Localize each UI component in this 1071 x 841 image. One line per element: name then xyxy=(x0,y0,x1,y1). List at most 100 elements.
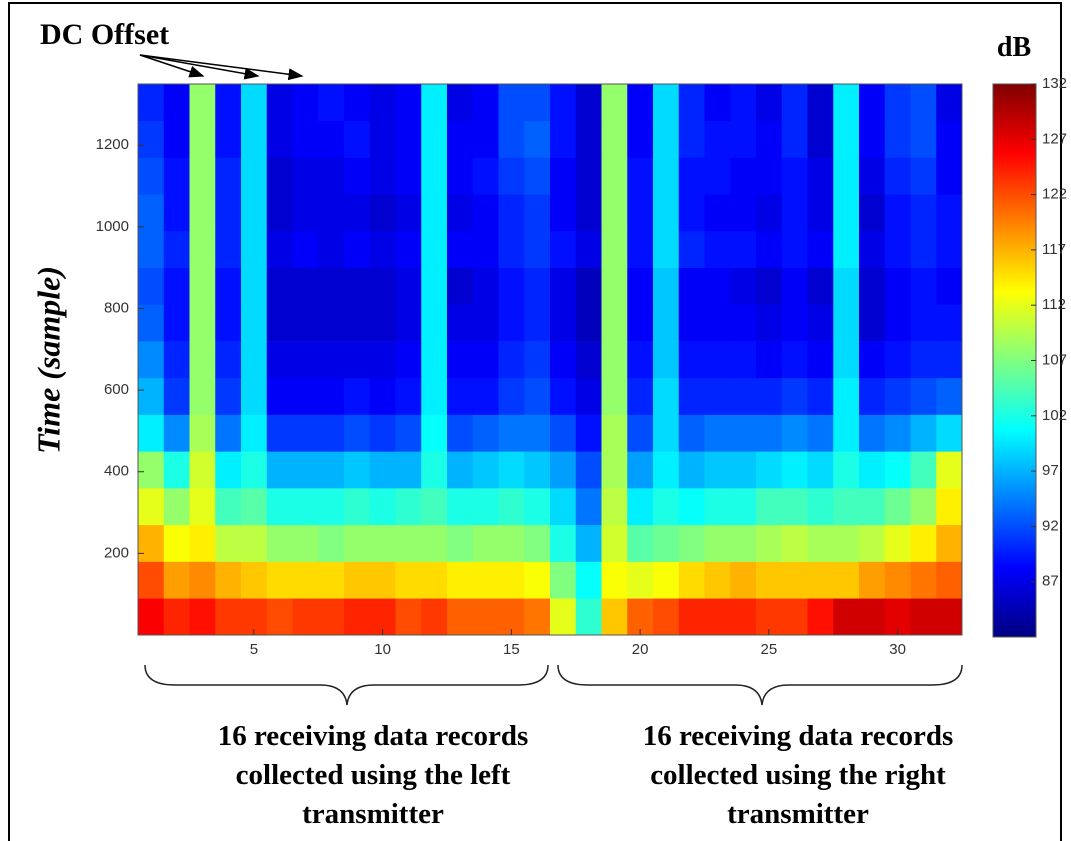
cell xyxy=(601,488,628,526)
cell xyxy=(395,341,422,379)
cell xyxy=(215,84,242,122)
cell xyxy=(756,524,783,562)
cell xyxy=(678,561,705,599)
cell xyxy=(730,488,757,526)
cell xyxy=(550,194,577,232)
cell xyxy=(859,451,886,489)
cell xyxy=(627,230,654,268)
cell xyxy=(575,157,602,195)
cell xyxy=(550,414,577,452)
cell xyxy=(241,488,268,526)
cell xyxy=(163,304,190,342)
cell xyxy=(756,230,783,268)
cell xyxy=(781,377,808,415)
cell xyxy=(138,84,165,122)
cell xyxy=(653,524,680,562)
cell xyxy=(395,377,422,415)
cell xyxy=(653,377,680,415)
cell xyxy=(936,120,963,158)
cell xyxy=(369,230,396,268)
cell xyxy=(936,230,963,268)
cell xyxy=(292,561,319,599)
y-tick-label: 1200 xyxy=(96,136,129,153)
cell xyxy=(189,230,216,268)
cell xyxy=(215,230,242,268)
cell xyxy=(653,194,680,232)
cell xyxy=(138,414,165,452)
cell xyxy=(627,267,654,305)
y-tick-label: 400 xyxy=(104,463,129,480)
cell xyxy=(627,377,654,415)
cell xyxy=(756,267,783,305)
cell xyxy=(163,267,190,305)
cell xyxy=(704,561,731,599)
cell xyxy=(138,561,165,599)
cell xyxy=(678,488,705,526)
cell xyxy=(189,304,216,342)
cell xyxy=(266,230,293,268)
cell xyxy=(678,304,705,342)
cell xyxy=(524,341,551,379)
cell xyxy=(498,488,525,526)
cell xyxy=(910,194,937,232)
cell xyxy=(833,598,860,636)
cell xyxy=(756,304,783,342)
cell xyxy=(524,414,551,452)
cell xyxy=(575,304,602,342)
cell xyxy=(524,377,551,415)
cell xyxy=(678,341,705,379)
cell xyxy=(859,194,886,232)
cell xyxy=(138,120,165,158)
cell xyxy=(395,598,422,636)
cell xyxy=(472,120,499,158)
cell xyxy=(292,84,319,122)
cell xyxy=(447,267,474,305)
cell xyxy=(447,524,474,562)
cell xyxy=(807,230,834,268)
cell xyxy=(447,561,474,599)
cell xyxy=(601,230,628,268)
cell xyxy=(344,304,371,342)
cell xyxy=(678,524,705,562)
cell xyxy=(807,414,834,452)
cell xyxy=(936,341,963,379)
cell xyxy=(421,377,448,415)
cell xyxy=(266,377,293,415)
cell xyxy=(189,341,216,379)
group-label: transmitter xyxy=(727,798,869,830)
cell xyxy=(601,377,628,415)
cell xyxy=(138,230,165,268)
cell xyxy=(601,524,628,562)
cell xyxy=(524,267,551,305)
cell xyxy=(395,524,422,562)
cell xyxy=(678,267,705,305)
cell xyxy=(807,561,834,599)
cell xyxy=(395,488,422,526)
cell xyxy=(936,451,963,489)
cell xyxy=(884,451,911,489)
cell xyxy=(215,120,242,158)
cell xyxy=(318,194,345,232)
cell xyxy=(163,598,190,636)
cell xyxy=(421,230,448,268)
cell xyxy=(704,194,731,232)
cell xyxy=(704,341,731,379)
cell xyxy=(859,267,886,305)
braces xyxy=(144,664,963,706)
cell xyxy=(575,414,602,452)
cell xyxy=(344,524,371,562)
cell xyxy=(807,451,834,489)
cell xyxy=(138,341,165,379)
cell xyxy=(627,157,654,195)
cell xyxy=(421,524,448,562)
cell xyxy=(163,488,190,526)
cell xyxy=(704,414,731,452)
cell xyxy=(318,120,345,158)
cell xyxy=(421,120,448,158)
cell xyxy=(859,157,886,195)
cell xyxy=(447,120,474,158)
cell xyxy=(678,120,705,158)
cell xyxy=(138,524,165,562)
cell xyxy=(550,84,577,122)
cell xyxy=(369,84,396,122)
